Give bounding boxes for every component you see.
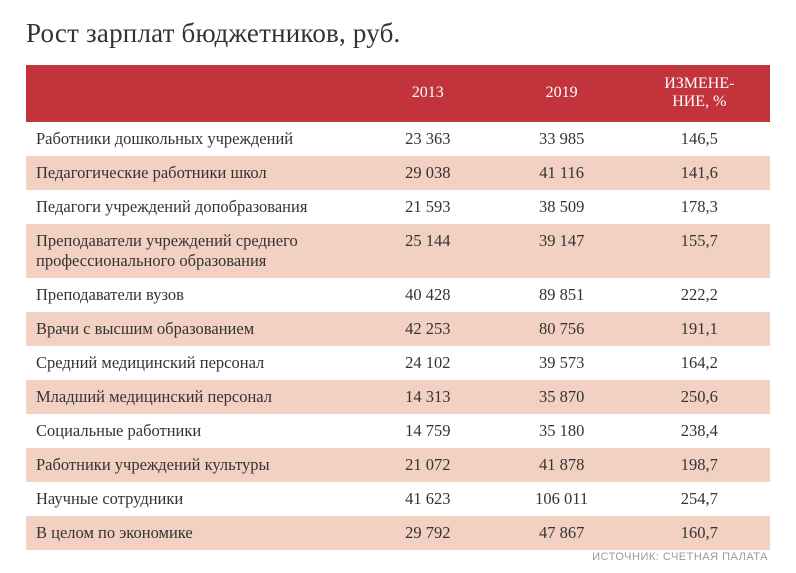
- cell-2013: 14 759: [361, 414, 495, 448]
- cell-2013: 29 038: [361, 156, 495, 190]
- cell-category: Работники учреждений культуры: [26, 448, 361, 482]
- cell-2013: 21 593: [361, 190, 495, 224]
- cell-category: Работники дошкольных учреждений: [26, 122, 361, 156]
- cell-category: Средний медицинский персонал: [26, 346, 361, 380]
- table-row: Преподаватели вузов 40 428 89 851 222,2: [26, 278, 770, 312]
- cell-category: Педагоги учреждений допобразования: [26, 190, 361, 224]
- table-row: В целом по экономике 29 792 47 867 160,7: [26, 516, 770, 550]
- source-label: ИСТОЧНИК: СЧЕТНАЯ ПАЛАТА: [592, 551, 768, 563]
- table-row: Преподаватели учреждений среднего профес…: [26, 224, 770, 278]
- cell-change: 164,2: [629, 346, 770, 380]
- cell-2019: 80 756: [495, 312, 629, 346]
- cell-2019: 38 509: [495, 190, 629, 224]
- table-row: Работники дошкольных учреждений 23 363 3…: [26, 122, 770, 156]
- cell-2019: 47 867: [495, 516, 629, 550]
- cell-change: 160,7: [629, 516, 770, 550]
- cell-category: Социальные работники: [26, 414, 361, 448]
- cell-category: Научные сотрудники: [26, 482, 361, 516]
- cell-change: 250,6: [629, 380, 770, 414]
- cell-2013: 42 253: [361, 312, 495, 346]
- salary-table: 2013 2019 ИЗМЕНЕ-НИЕ, % Работники дошкол…: [26, 65, 770, 550]
- cell-2013: 25 144: [361, 224, 495, 278]
- cell-change: 155,7: [629, 224, 770, 278]
- table-row: Социальные работники 14 759 35 180 238,4: [26, 414, 770, 448]
- cell-2019: 89 851: [495, 278, 629, 312]
- table-row: Младший медицинский персонал 14 313 35 8…: [26, 380, 770, 414]
- cell-category: В целом по экономике: [26, 516, 361, 550]
- cell-2013: 29 792: [361, 516, 495, 550]
- cell-2019: 106 011: [495, 482, 629, 516]
- cell-2019: 39 147: [495, 224, 629, 278]
- table-row: Средний медицинский персонал 24 102 39 5…: [26, 346, 770, 380]
- table-row: Научные сотрудники 41 623 106 011 254,7: [26, 482, 770, 516]
- cell-change: 191,1: [629, 312, 770, 346]
- cell-change: 141,6: [629, 156, 770, 190]
- cell-2019: 33 985: [495, 122, 629, 156]
- cell-2019: 35 870: [495, 380, 629, 414]
- cell-change: 254,7: [629, 482, 770, 516]
- table-header-row: 2013 2019 ИЗМЕНЕ-НИЕ, %: [26, 65, 770, 122]
- cell-change: 198,7: [629, 448, 770, 482]
- cell-2019: 41 878: [495, 448, 629, 482]
- cell-2013: 24 102: [361, 346, 495, 380]
- cell-2013: 41 623: [361, 482, 495, 516]
- table-body: Работники дошкольных учреждений 23 363 3…: [26, 122, 770, 550]
- table-row: Врачи с высшим образованием 42 253 80 75…: [26, 312, 770, 346]
- col-header-change: ИЗМЕНЕ-НИЕ, %: [629, 65, 770, 122]
- table-row: Педагоги учреждений допобразования 21 59…: [26, 190, 770, 224]
- page-title: Рост зарплат бюджетников, руб.: [26, 18, 770, 49]
- cell-2019: 41 116: [495, 156, 629, 190]
- col-header-empty: [26, 65, 361, 122]
- cell-2019: 35 180: [495, 414, 629, 448]
- cell-change: 178,3: [629, 190, 770, 224]
- cell-change: 222,2: [629, 278, 770, 312]
- col-header-2013: 2013: [361, 65, 495, 122]
- cell-category: Педагогические работники школ: [26, 156, 361, 190]
- cell-2013: 21 072: [361, 448, 495, 482]
- cell-category: Младший медицинский персонал: [26, 380, 361, 414]
- cell-2013: 14 313: [361, 380, 495, 414]
- cell-category: Врачи с высшим образованием: [26, 312, 361, 346]
- table-row: Педагогические работники школ 29 038 41 …: [26, 156, 770, 190]
- cell-category: Преподаватели учреждений среднего профес…: [26, 224, 361, 278]
- cell-2013: 40 428: [361, 278, 495, 312]
- cell-2019: 39 573: [495, 346, 629, 380]
- cell-change: 146,5: [629, 122, 770, 156]
- cell-change: 238,4: [629, 414, 770, 448]
- cell-2013: 23 363: [361, 122, 495, 156]
- col-header-2019: 2019: [495, 65, 629, 122]
- table-row: Работники учреждений культуры 21 072 41 …: [26, 448, 770, 482]
- cell-category: Преподаватели вузов: [26, 278, 361, 312]
